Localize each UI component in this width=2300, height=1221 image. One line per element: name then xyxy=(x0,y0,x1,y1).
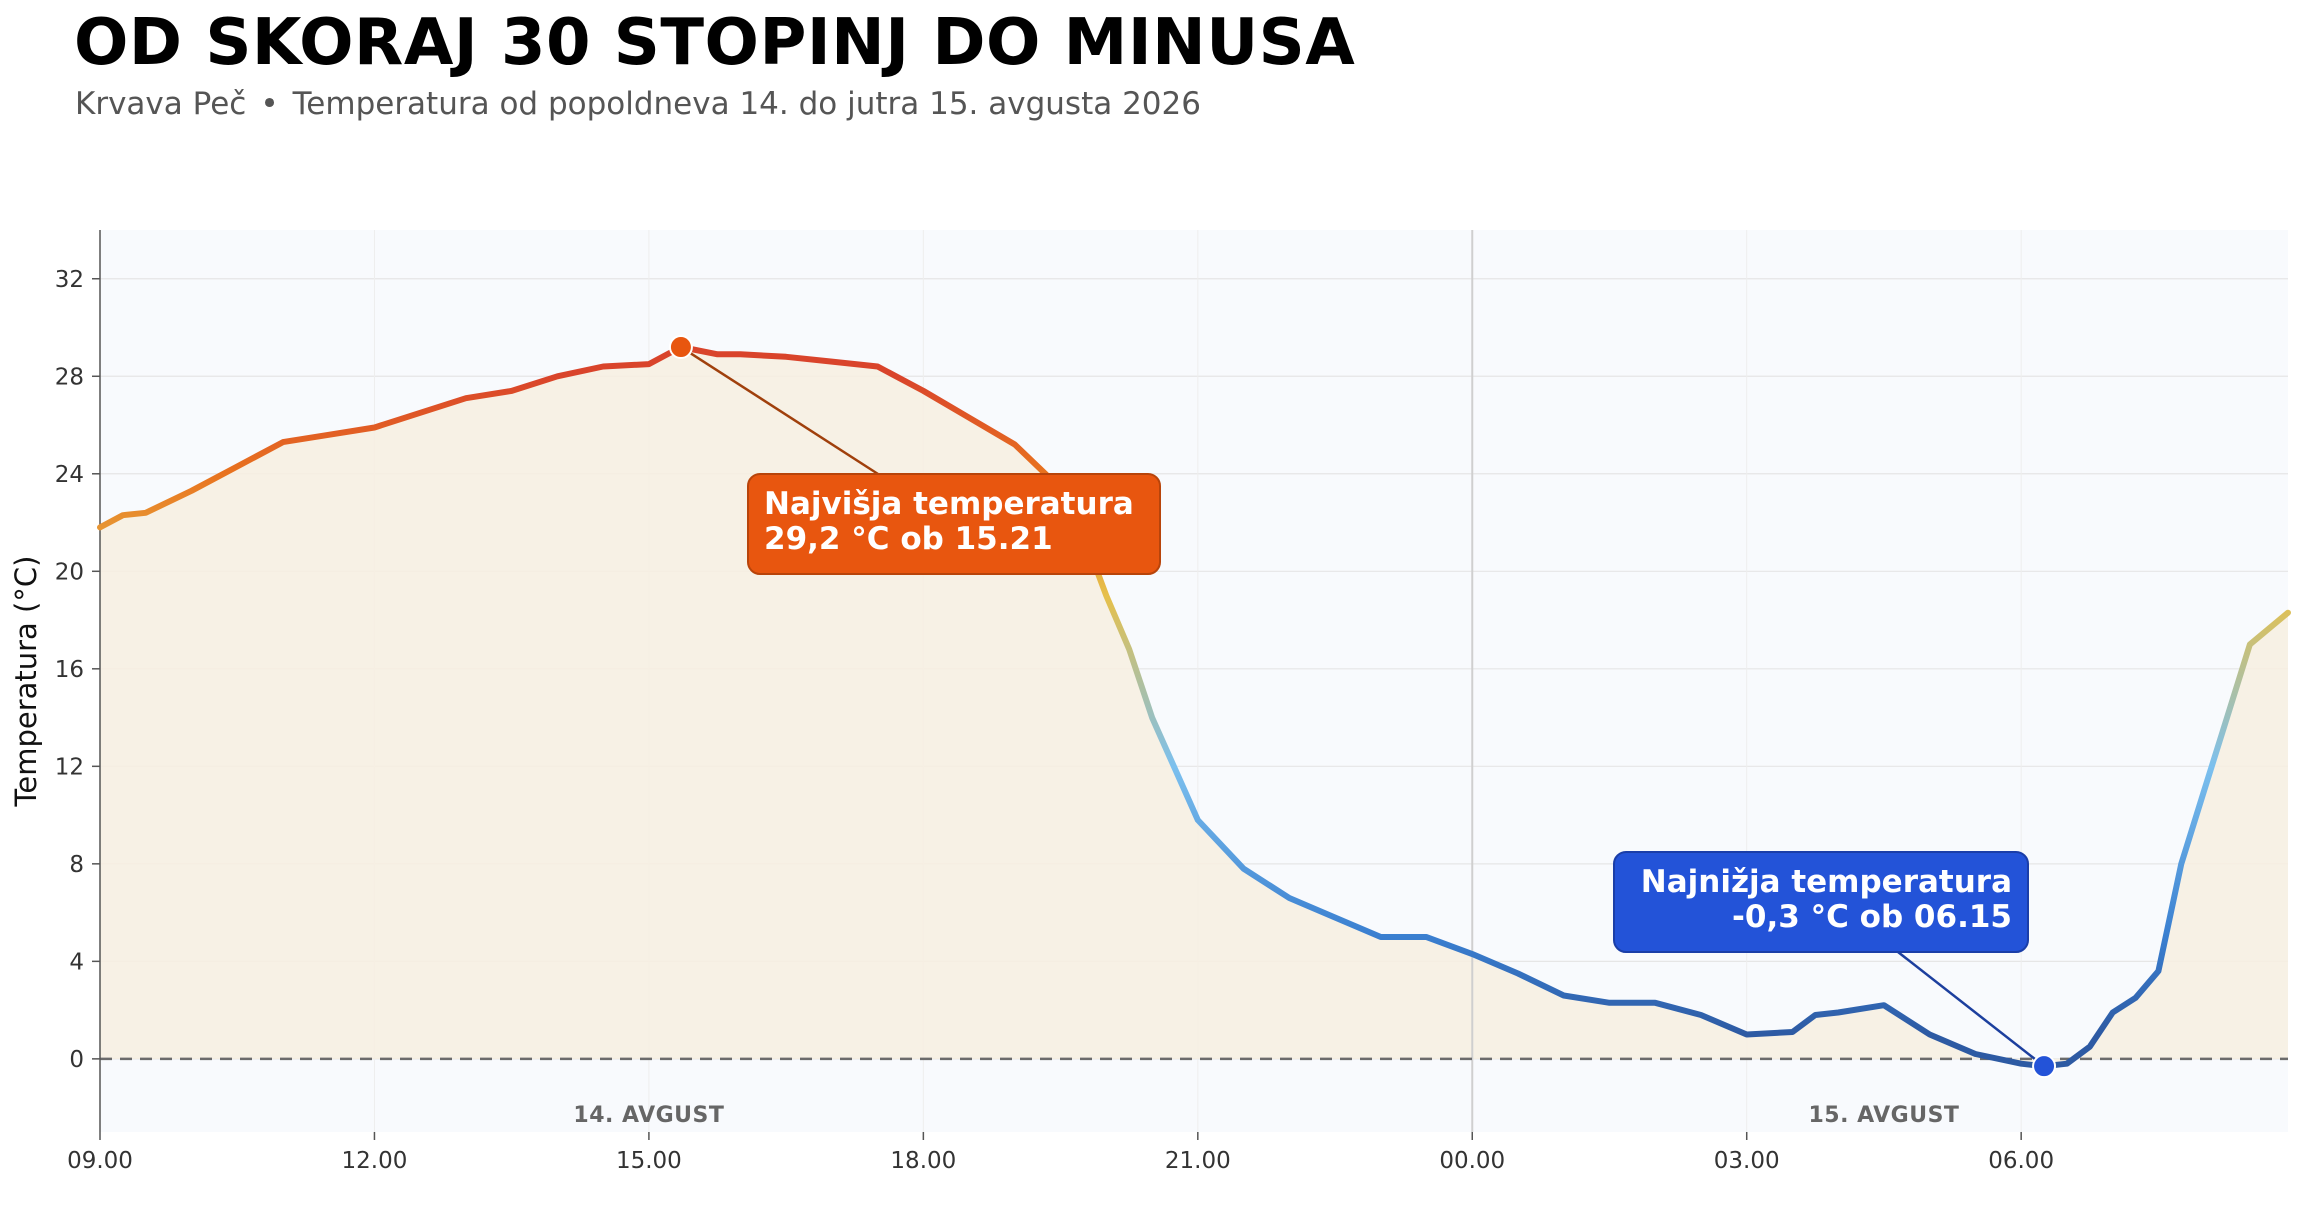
day-label: 14. AVGUST xyxy=(573,1103,724,1128)
chart-title: OD SKORAJ 30 STOPINJ DO MINUSA xyxy=(74,6,1356,80)
y-tick-label: 20 xyxy=(55,559,84,585)
x-tick-label: 00.00 xyxy=(1439,1148,1505,1174)
annotation-title: Najnižja temperatura xyxy=(1641,864,2012,900)
y-tick-label: 8 xyxy=(69,852,84,878)
y-axis-label: Temperatura (°C) xyxy=(9,556,43,808)
day-label: 15. AVGUST xyxy=(1808,1103,1959,1128)
x-tick-label: 09.00 xyxy=(67,1148,133,1174)
y-axis-ticks: 0 4 8 12 16 20 24 28 32 xyxy=(55,267,100,1073)
annotation-marker xyxy=(2032,1054,2057,1079)
y-tick-label: 16 xyxy=(55,657,84,683)
annotation-title: Najvišja temperatura xyxy=(764,486,1134,522)
x-tick-label: 15.00 xyxy=(616,1148,682,1174)
annotation-marker xyxy=(668,335,693,360)
x-axis-ticks: 09.00 12.00 15.00 18.00 21.00 00.00 03.00 06.00 xyxy=(67,1132,2054,1174)
x-tick-label: 21.00 xyxy=(1165,1148,1231,1174)
chart-subtitle: Krvava Peč • Temperatura od popoldneva 14.… xyxy=(75,86,1201,122)
y-tick-label: 0 xyxy=(69,1047,84,1073)
location-label: Krvava Peč xyxy=(75,86,247,122)
x-tick-label: 06.00 xyxy=(1988,1148,2054,1174)
x-tick-label: 03.00 xyxy=(1714,1148,1780,1174)
annotation-box xyxy=(747,473,1161,575)
y-tick-label: 32 xyxy=(55,267,84,293)
x-tick-label: 18.00 xyxy=(890,1148,956,1174)
annotation-connector xyxy=(1897,951,2045,1068)
annotation-connector xyxy=(680,345,879,476)
annotation-value: -0,3 °C ob 06.15 xyxy=(1732,899,2012,935)
temperature-area xyxy=(100,347,2288,1067)
y-tick-label: 24 xyxy=(55,462,84,488)
period-description: Temperatura od popoldneva 14. do jutra 1… xyxy=(292,86,1201,122)
annotation-value: 29,2 °C ob 15.21 xyxy=(764,521,1053,557)
annotation-box xyxy=(1613,851,2029,953)
y-tick-label: 12 xyxy=(55,754,84,780)
subtitle-separator: • xyxy=(260,86,279,122)
y-tick-label: 4 xyxy=(69,949,84,975)
day-labels: 14. AVGUST 15. AVGUST xyxy=(573,1103,1959,1128)
y-tick-label: 28 xyxy=(55,364,84,390)
x-tick-label: 12.00 xyxy=(342,1148,408,1174)
